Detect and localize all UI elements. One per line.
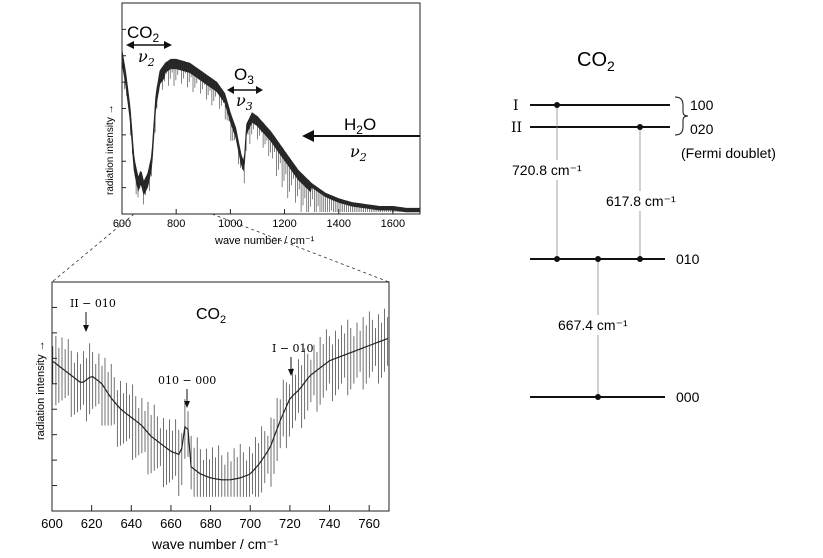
- fermi-brace: [674, 96, 689, 136]
- bottom-x-tick-label: 620: [81, 516, 103, 531]
- h2o-arrow-head: [302, 130, 314, 142]
- bottom-chart-title: CO: [196, 306, 220, 323]
- top-plot-frame: [121, 2, 421, 215]
- co2-arrow-left-head: [126, 41, 134, 49]
- level-label-ii: II: [511, 120, 522, 136]
- state-020: 020: [690, 121, 714, 137]
- bottom-plot-frame: [51, 281, 390, 512]
- o3-nu3-annotation: O3 ν3: [227, 65, 263, 113]
- co2-arrow-right-head: [164, 41, 172, 49]
- svg-text:O3: O3: [234, 65, 254, 87]
- top-x-tick-label: 600: [113, 218, 131, 230]
- arrow-ii-010-head: [83, 325, 89, 332]
- top-x-tick-label: 800: [167, 218, 185, 230]
- dot-010-c: [637, 256, 643, 262]
- diagram-title-subscript: 2: [607, 58, 615, 74]
- top-x-axis-label: wave number / cm⁻¹: [214, 235, 315, 247]
- zoom-connector-right: [211, 213, 390, 283]
- state-100: 100: [690, 97, 714, 113]
- state-010: 010: [676, 251, 700, 267]
- dot-020-ii: [637, 124, 643, 130]
- bottom-x-tick-label: 740: [319, 516, 341, 531]
- bottom-x-tick-label: 640: [120, 516, 142, 531]
- bottom-spectrum-panel: 600 620 640 660 680 700 720 740 760 wave number …: [35, 281, 390, 552]
- bottom-x-tick-label: 660: [160, 516, 182, 531]
- o3-mode-symbol: ν: [236, 91, 246, 110]
- bottom-x-ticks: 600 620 640 660 680 700 720 740 760: [41, 505, 380, 531]
- transition-720-bg: [510, 160, 588, 180]
- o3-subscript: 3: [247, 73, 254, 87]
- top-x-tick-label: 1000: [218, 218, 242, 230]
- svg-text:H2O: H2O: [344, 115, 376, 137]
- co2-nu2-annotation: CO2 ν2: [126, 23, 172, 69]
- bottom-y-axis-label: radiation intensity →: [35, 340, 47, 440]
- bottom-x-tick-label: 700: [239, 516, 261, 531]
- bottom-rotational-lines: [52, 308, 389, 497]
- label-i-010: I − 010: [272, 342, 314, 355]
- fermi-doublet-label: (Fermi doublet): [681, 145, 776, 161]
- arrow-010-000-head: [184, 401, 190, 408]
- transition-617-label: 617.8 cm⁻¹: [606, 193, 676, 209]
- bottom-x-axis-label: wave number / cm⁻¹: [151, 536, 279, 552]
- bottom-chart-title-subscript: 2: [220, 314, 226, 326]
- level-label-i: I: [513, 98, 519, 114]
- top-x-tick-label: 1600: [381, 218, 405, 230]
- h2o-label-h: H: [344, 115, 356, 134]
- bottom-x-tick-label: 600: [41, 516, 63, 531]
- co2-label: CO: [127, 23, 153, 42]
- dot-010-b: [595, 256, 601, 262]
- bottom-y-ticks: [52, 306, 57, 487]
- svg-text:CO2: CO2: [127, 23, 160, 45]
- transition-720-label: 720.8 cm⁻¹: [512, 162, 582, 178]
- transition-617-bg: [605, 191, 683, 211]
- h2o-mode-subscript: 2: [359, 151, 367, 164]
- energy-level-diagram: CO2 I II 100 020 (Fermi doublet) 010 000…: [510, 49, 776, 405]
- top-x-tick-label: 1400: [326, 218, 350, 230]
- top-x-ticks: 600 800 1000 1200 1400 1600: [113, 209, 405, 230]
- dot-100-i: [554, 102, 560, 108]
- label-ii-010: II − 010: [70, 297, 116, 310]
- svg-text:ν2: ν2: [350, 142, 367, 164]
- o3-arrow-right-head: [256, 86, 263, 94]
- o3-arrow-left-head: [227, 86, 234, 94]
- dot-010-a: [554, 256, 560, 262]
- top-rotational-lines: [122, 54, 419, 212]
- h2o-label-o: O: [363, 115, 376, 134]
- svg-text:ν2: ν2: [138, 47, 155, 69]
- h2o-mode-symbol: ν: [350, 142, 360, 161]
- top-y-axis-label: radiation intensity →: [105, 104, 116, 195]
- svg-text:CO2: CO2: [577, 49, 615, 74]
- top-spectrum-panel: 600 800 1000 1200 1400 1600 wave number / cm⁻…: [105, 2, 421, 247]
- diagram-title: CO: [577, 49, 607, 71]
- h2o-nu2-annotation: H2O ν2: [302, 115, 420, 164]
- bottom-x-tick-label: 760: [358, 516, 380, 531]
- arrow-i-010-head: [288, 369, 294, 376]
- bottom-x-tick-label: 720: [279, 516, 301, 531]
- o3-mode-subscript: 3: [246, 100, 253, 113]
- h2o-subscript: 2: [356, 123, 363, 137]
- bottom-spectrum-envelope: [52, 337, 388, 481]
- svg-text:CO2: CO2: [196, 306, 226, 326]
- top-x-tick-label: 1200: [272, 218, 296, 230]
- label-010-000: 010 − 000: [158, 374, 216, 387]
- transition-667-label: 667.4 cm⁻¹: [558, 317, 628, 333]
- o3-label: O: [234, 65, 247, 84]
- top-y-ticks: [122, 28, 126, 189]
- co2-subscript: 2: [153, 31, 160, 45]
- dot-000: [595, 394, 601, 400]
- transition-667-bg: [556, 315, 636, 335]
- co2-mode-symbol: ν: [138, 47, 148, 66]
- state-000: 000: [676, 389, 700, 405]
- bottom-x-tick-label: 680: [200, 516, 222, 531]
- svg-text:ν3: ν3: [236, 91, 253, 113]
- co2-mode-subscript: 2: [147, 56, 155, 69]
